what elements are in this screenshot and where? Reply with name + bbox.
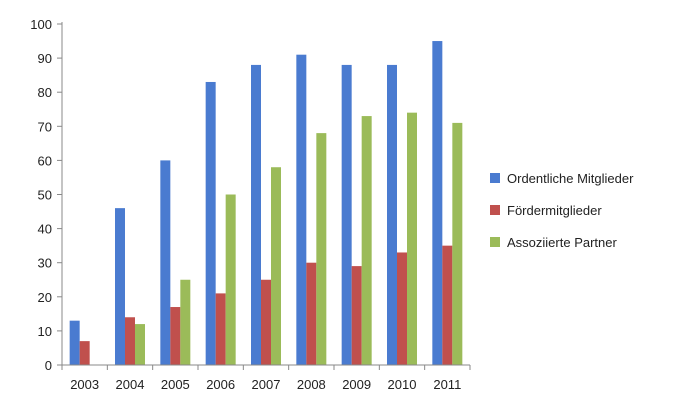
x-tick-label: 2003	[70, 377, 99, 392]
bar-2-2003	[79, 341, 90, 365]
bar-1-2009	[341, 64, 352, 366]
x-tick-label: 2005	[161, 377, 190, 392]
bar-1-2003	[69, 320, 80, 365]
bar-3-2011	[452, 122, 463, 365]
bar-3-2010	[407, 112, 417, 365]
y-tick-label: 30	[38, 256, 52, 271]
bar-2-2006	[215, 293, 226, 365]
legend-swatch-1	[490, 173, 500, 183]
y-axis: 0 10 20 30 40 50 60 70 80 90 100	[30, 17, 63, 373]
bar-2-2009	[351, 266, 362, 365]
bar-3-2007	[271, 167, 281, 365]
y-tick-label: 40	[38, 222, 52, 237]
bar-3-2006	[225, 194, 236, 365]
x-tick-label: 2010	[388, 377, 417, 392]
x-tick-label: 2007	[252, 377, 281, 392]
legend-swatch-3	[490, 237, 500, 247]
bar-2-2007	[261, 279, 271, 365]
bar-1-2005	[160, 160, 171, 365]
bar-2-2011	[442, 245, 453, 365]
bar-1-2007	[251, 64, 261, 366]
legend-label-1: Ordentliche Mitglieder	[507, 171, 634, 186]
bar-2-2005	[170, 307, 181, 365]
y-tick-label: 50	[38, 188, 52, 203]
legend-label-2: Fördermitglieder	[507, 203, 602, 218]
y-tick-label: 20	[38, 290, 52, 305]
y-tick-label: 90	[38, 51, 52, 66]
x-tick-label: 2006	[206, 377, 235, 392]
bar-1-2008	[296, 54, 307, 365]
y-tick-label: 0	[45, 358, 52, 373]
bar-3-2009	[361, 116, 372, 365]
bar-1-2011	[432, 41, 443, 366]
x-axis: 2003 2004 2005 2006 2007 2008 2009 2010 2011	[61, 364, 471, 392]
x-tick-label: 2004	[116, 377, 145, 392]
bar-1-2010	[387, 64, 397, 366]
legend-swatch-2	[490, 205, 500, 215]
bar-2-2004	[125, 317, 135, 365]
y-tick-label: 100	[30, 17, 52, 32]
bar-3-2005	[180, 279, 191, 365]
bars	[69, 41, 463, 366]
x-tick-label: 2011	[433, 377, 461, 392]
bar-2-2008	[306, 262, 317, 365]
y-tick-label: 70	[38, 119, 52, 134]
y-tick-label: 80	[38, 85, 52, 100]
bar-2-2010	[397, 252, 407, 365]
x-tick-label: 2008	[297, 377, 326, 392]
legend-label-3: Assoziierte Partner	[507, 235, 617, 250]
x-tick-label: 2009	[342, 377, 371, 392]
legend: Ordentliche Mitglieder Fördermitglieder As…	[490, 171, 634, 250]
bar-3-2008	[316, 133, 327, 365]
bar-3-2004	[135, 324, 145, 365]
y-tick-label: 10	[38, 324, 52, 339]
bar-1-2004	[115, 208, 125, 365]
bar-1-2006	[205, 81, 216, 365]
y-tick-label: 60	[38, 153, 52, 168]
